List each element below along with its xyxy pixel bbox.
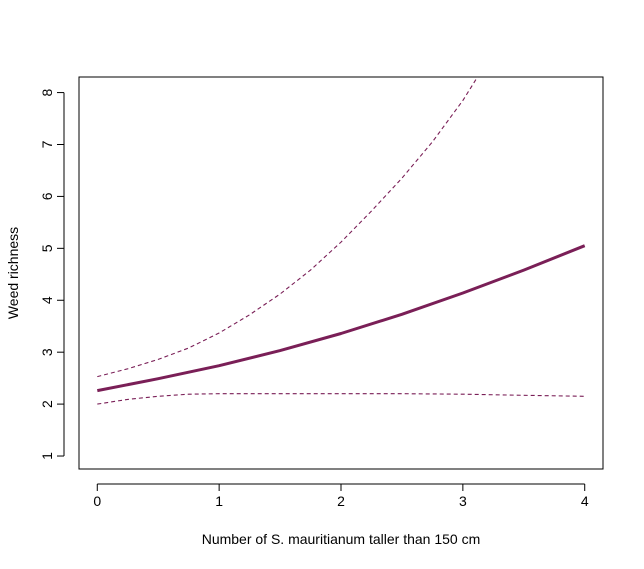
y-axis-title: Weed richness [5, 227, 21, 319]
x-tick-label: 2 [337, 493, 345, 509]
y-tick-label: 8 [39, 88, 55, 96]
y-tick-label: 3 [39, 348, 55, 356]
y-tick-label: 6 [39, 192, 55, 200]
lower-ci-line [97, 393, 585, 405]
x-axis-title: Number of S. mauritianum taller than 150… [202, 531, 481, 547]
y-tick-label: 4 [39, 296, 55, 304]
x-tick-label: 3 [459, 493, 467, 509]
fitted-line [97, 244, 586, 393]
x-tick-label: 4 [581, 493, 589, 509]
x-tick-label: 0 [93, 493, 101, 509]
y-axis: 1 2 3 4 5 6 7 8 [39, 88, 65, 460]
x-axis: 0 1 2 3 4 [93, 483, 589, 509]
x-tick-label: 1 [215, 493, 223, 509]
series-layer [97, 77, 586, 405]
y-tick-label: 1 [39, 452, 55, 460]
y-tick-label: 7 [39, 140, 55, 148]
y-tick-label: 2 [39, 400, 55, 408]
plot-frame [78, 76, 604, 470]
y-tick-label: 5 [39, 244, 55, 252]
